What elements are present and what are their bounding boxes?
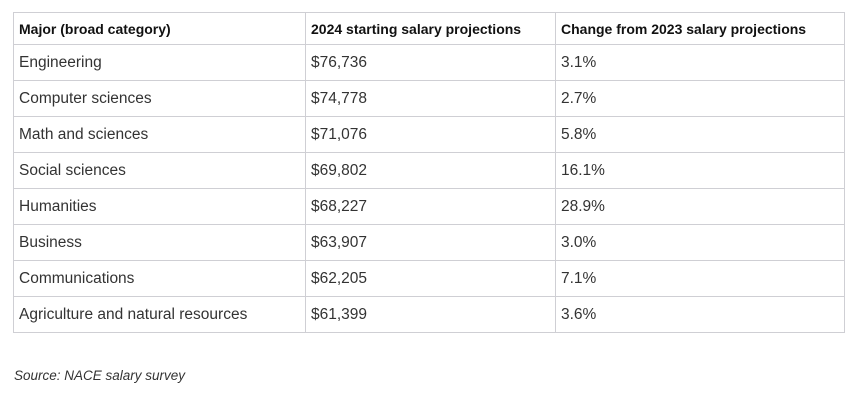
table-cell: $76,736 <box>305 44 556 81</box>
table-cell: 3.1% <box>555 44 845 81</box>
header-cell: 2024 starting salary projections <box>305 12 556 45</box>
table-cell: $68,227 <box>305 188 556 225</box>
table-cell: Computer sciences <box>13 80 306 117</box>
table-row: Computer sciences $74,778 2.7% <box>13 80 845 117</box>
table-cell: 16.1% <box>555 152 845 189</box>
header-row: Major (broad category) 2024 starting sala… <box>13 12 845 45</box>
table-cell: Engineering <box>13 44 306 81</box>
table-body: Engineering $76,736 3.1% Computer sciences $… <box>13 44 845 333</box>
table-cell: $61,399 <box>305 296 556 333</box>
table-row: Communications $62,205 7.1% <box>13 260 845 297</box>
table-cell: Humanities <box>13 188 306 225</box>
table-cell: Social sciences <box>13 152 306 189</box>
table-row: Business $63,907 3.0% <box>13 224 845 261</box>
table-header: Major (broad category) 2024 starting sala… <box>13 12 845 45</box>
table-cell: 28.9% <box>555 188 845 225</box>
table-cell: 3.0% <box>555 224 845 261</box>
table-cell: 2.7% <box>555 80 845 117</box>
header-cell: Major (broad category) <box>13 12 306 45</box>
table-cell: 5.8% <box>555 116 845 153</box>
table-cell: $62,205 <box>305 260 556 297</box>
header-cell: Change from 2023 salary projections <box>555 12 845 45</box>
table-cell: $74,778 <box>305 80 556 117</box>
table-cell: 3.6% <box>555 296 845 333</box>
table-row: Humanities $68,227 28.9% <box>13 188 845 225</box>
table-row: Math and sciences $71,076 5.8% <box>13 116 845 153</box>
table-cell: Math and sciences <box>13 116 306 153</box>
source-note: Source: NACE salary survey <box>14 368 186 383</box>
table-cell: 7.1% <box>555 260 845 297</box>
table-row: Engineering $76,736 3.1% <box>13 44 845 81</box>
table-cell: $71,076 <box>305 116 556 153</box>
table-row: Social sciences $69,802 16.1% <box>13 152 845 189</box>
table-cell: Agriculture and natural resources <box>13 296 306 333</box>
table-row: Agriculture and natural resources $61,399… <box>13 296 845 333</box>
table-cell: $63,907 <box>305 224 556 261</box>
table-cell: $69,802 <box>305 152 556 189</box>
salary-table: Major (broad category) 2024 starting sala… <box>13 12 845 333</box>
table-cell: Communications <box>13 260 306 297</box>
table-cell: Business <box>13 224 306 261</box>
